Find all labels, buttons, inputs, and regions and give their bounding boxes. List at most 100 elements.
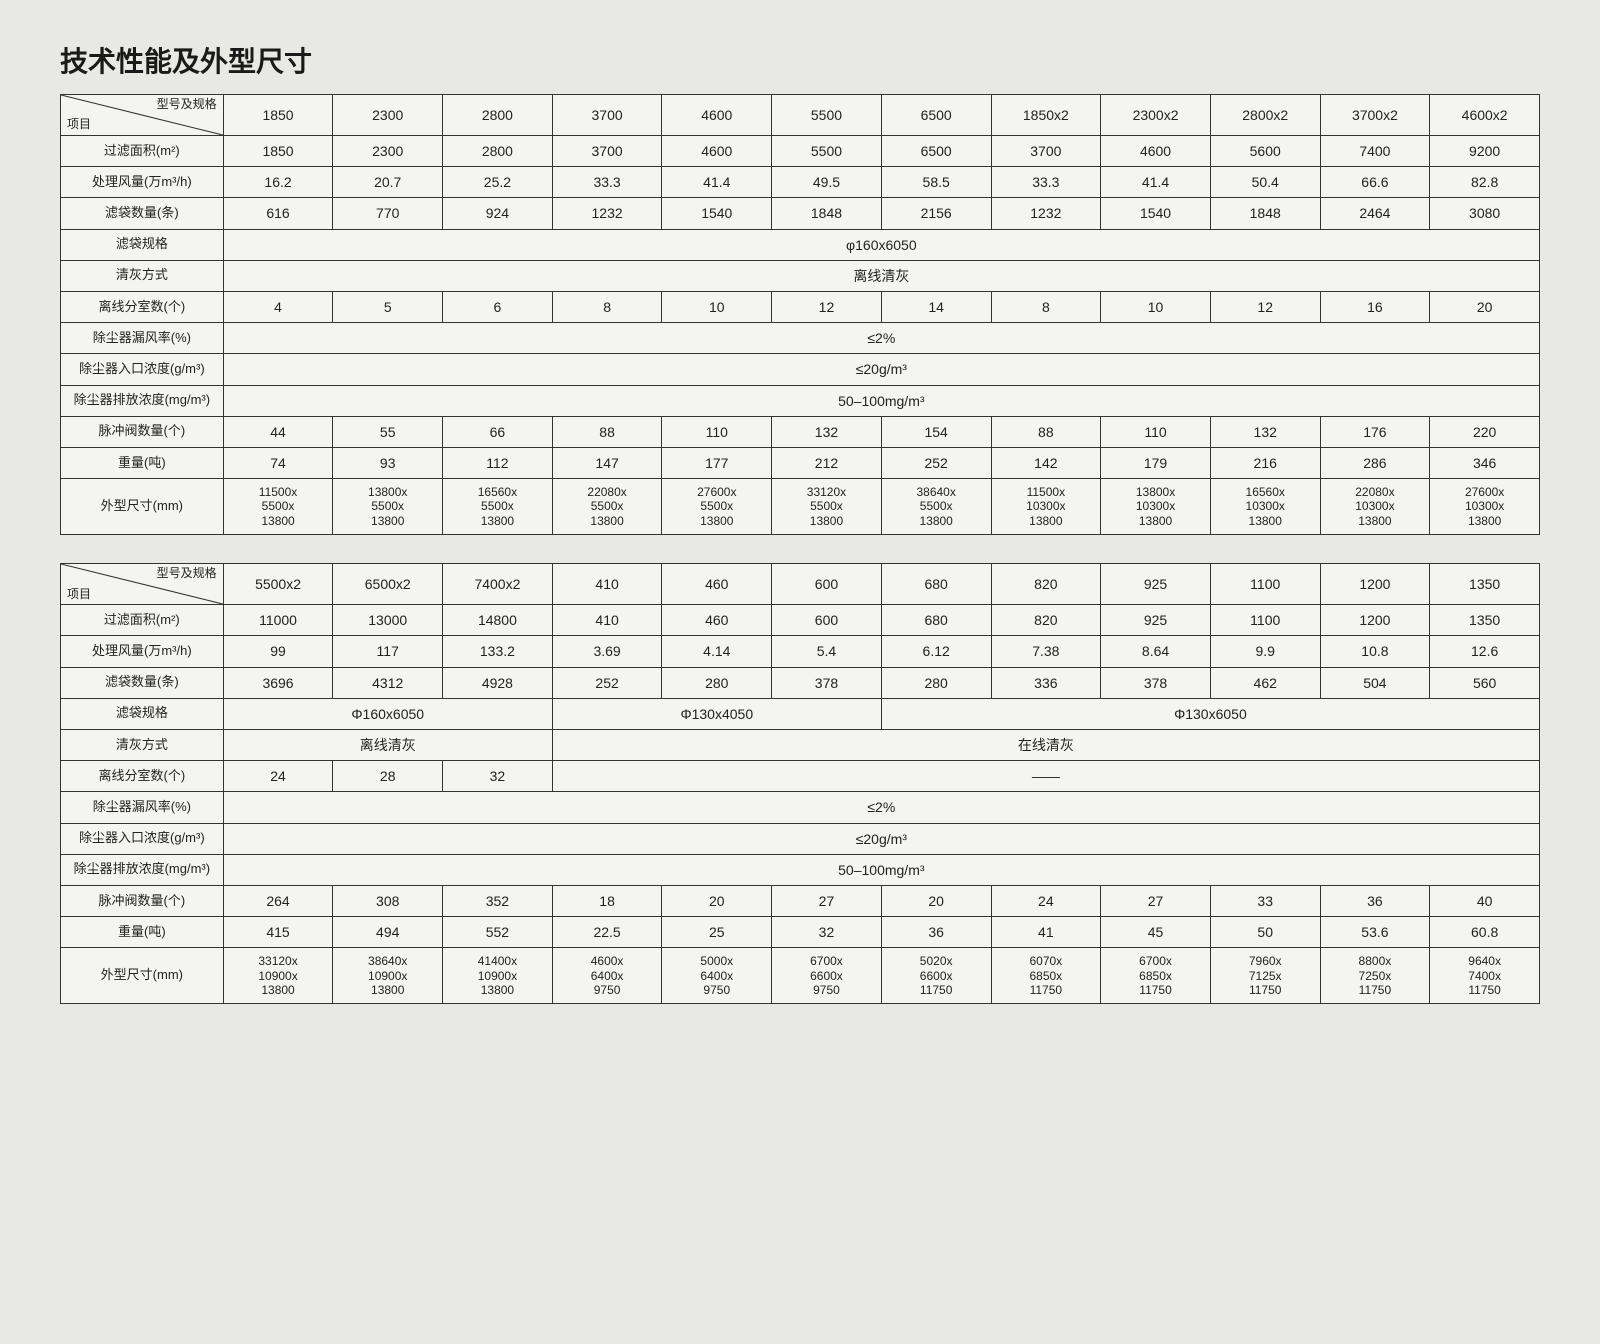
- table-cell: 264: [223, 885, 333, 916]
- leak-rate: ≤2%: [223, 792, 1539, 823]
- table-cell: 2464: [1320, 198, 1430, 229]
- table-cell: 27: [1101, 885, 1211, 916]
- table-cell: 6500: [881, 136, 991, 167]
- table-cell: 60.8: [1430, 917, 1540, 948]
- table-cell: 8800x7250x11750: [1320, 948, 1430, 1004]
- table-cell: 33120x5500x13800: [772, 479, 882, 535]
- table-cell: 27: [772, 885, 882, 916]
- clean-method: 离线清灰: [223, 260, 1539, 291]
- diagonal-header: 型号及规格项目: [61, 95, 224, 136]
- table-cell: 1100: [1210, 564, 1320, 605]
- table-cell: 16560x10300x13800: [1210, 479, 1320, 535]
- table-cell: 16.2: [223, 167, 333, 198]
- table-cell: 3700: [991, 136, 1101, 167]
- table-cell: 9200: [1430, 136, 1540, 167]
- outlet-conc: 50–100mg/m³: [223, 385, 1539, 416]
- table-cell: 112: [443, 447, 553, 478]
- diag-bottom: 项目: [67, 117, 91, 133]
- table-cell: 2300: [333, 136, 443, 167]
- table-cell: 6500: [881, 95, 991, 136]
- table-cell: 66: [443, 416, 553, 447]
- table-cell: 58.5: [881, 167, 991, 198]
- table-cell: 41: [991, 917, 1101, 948]
- table-cell: 1848: [772, 198, 882, 229]
- table-cell: 18: [552, 885, 662, 916]
- table-cell: 14800: [443, 605, 553, 636]
- bag-spec: Φ130x6050: [881, 698, 1539, 729]
- table-cell: 252: [552, 667, 662, 698]
- row-label: 离线分室数(个): [61, 291, 224, 322]
- table-cell: 6700x6600x9750: [772, 948, 882, 1004]
- table-cell: 16: [1320, 291, 1430, 322]
- table-cell: 10: [662, 291, 772, 322]
- table-cell: 22.5: [552, 917, 662, 948]
- table-cell: 410: [552, 605, 662, 636]
- bag-spec: Φ130x4050: [552, 698, 881, 729]
- table-cell: 6.12: [881, 636, 991, 667]
- table-cell: 8: [552, 291, 662, 322]
- table-cell: 1350: [1430, 564, 1540, 605]
- table-cell: 5020x6600x11750: [881, 948, 991, 1004]
- clean-method: 在线清灰: [552, 729, 1539, 760]
- table-cell: 41.4: [1101, 167, 1211, 198]
- table-cell: 12: [1210, 291, 1320, 322]
- table-cell: 50: [1210, 917, 1320, 948]
- table-cell: 5500: [772, 136, 882, 167]
- table-cell: 3080: [1430, 198, 1540, 229]
- table-cell: 93: [333, 447, 443, 478]
- table-cell: 33: [1210, 885, 1320, 916]
- table-cell: 38640x5500x13800: [881, 479, 991, 535]
- row-label: 外型尺寸(mm): [61, 479, 224, 535]
- table-cell: 2800: [443, 95, 553, 136]
- table-cell: 1200: [1320, 605, 1430, 636]
- table-cell: 7960x7125x11750: [1210, 948, 1320, 1004]
- table-cell: 22080x5500x13800: [552, 479, 662, 535]
- row-label: 清灰方式: [61, 260, 224, 291]
- diagonal-header: 型号及规格项目: [61, 564, 224, 605]
- table-cell: 142: [991, 447, 1101, 478]
- table-cell: 20.7: [333, 167, 443, 198]
- leak-rate: ≤2%: [223, 323, 1539, 354]
- row-label: 离线分室数(个): [61, 761, 224, 792]
- table-cell: 8.64: [1101, 636, 1211, 667]
- table-cell: 378: [772, 667, 882, 698]
- bag-spec: φ160x6050: [223, 229, 1539, 260]
- table-cell: 5500: [772, 95, 882, 136]
- table-cell: 925: [1101, 564, 1211, 605]
- table-cell: 11000: [223, 605, 333, 636]
- table-cell: 12: [772, 291, 882, 322]
- table-cell: 1848: [1210, 198, 1320, 229]
- table-cell: 25.2: [443, 167, 553, 198]
- table-cell: 179: [1101, 447, 1211, 478]
- row-label: 处理风量(万m³/h): [61, 636, 224, 667]
- table-cell: 7.38: [991, 636, 1101, 667]
- table-cell: 4.14: [662, 636, 772, 667]
- table-cell: 4600x6400x9750: [552, 948, 662, 1004]
- row-label: 滤袋数量(条): [61, 198, 224, 229]
- table-cell: 4928: [443, 667, 553, 698]
- table-cell: 378: [1101, 667, 1211, 698]
- table-cell: 1100: [1210, 605, 1320, 636]
- table-cell: 44: [223, 416, 333, 447]
- row-label: 重量(吨): [61, 447, 224, 478]
- table-cell: 924: [443, 198, 553, 229]
- table-cell: 1850: [223, 95, 333, 136]
- table-cell: 9640x7400x11750: [1430, 948, 1540, 1004]
- table-cell: 36: [881, 917, 991, 948]
- table-cell: 10.8: [1320, 636, 1430, 667]
- table-cell: 7400: [1320, 136, 1430, 167]
- table-cell: 1232: [552, 198, 662, 229]
- table-cell: 460: [662, 564, 772, 605]
- table-cell: 110: [662, 416, 772, 447]
- table-cell: 4600x2: [1430, 95, 1540, 136]
- table-cell: 7400x2: [443, 564, 553, 605]
- table-cell: 680: [881, 564, 991, 605]
- table-cell: 176: [1320, 416, 1430, 447]
- table-cell: 410: [552, 564, 662, 605]
- row-label: 脉冲阀数量(个): [61, 885, 224, 916]
- table-cell: 212: [772, 447, 882, 478]
- diag-top: 型号及规格: [157, 566, 217, 582]
- table-cell: 55: [333, 416, 443, 447]
- table-cell: 66.6: [1320, 167, 1430, 198]
- table-cell: 38640x10900x13800: [333, 948, 443, 1004]
